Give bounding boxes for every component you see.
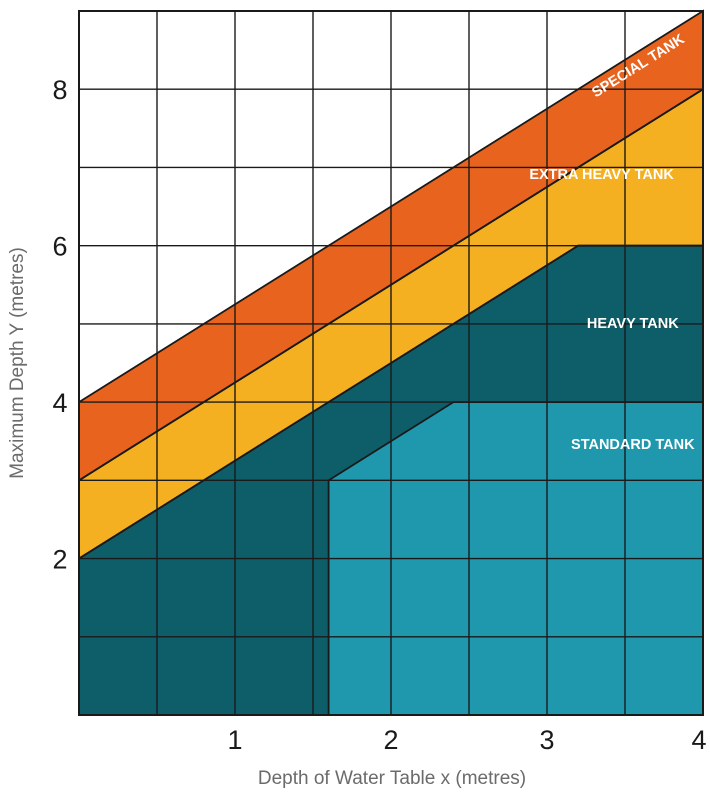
y-tick-label: 4: [52, 388, 67, 418]
chart-gridlines: [79, 11, 703, 715]
y-tick-label: 6: [52, 232, 67, 262]
x-axis-title: Depth of Water Table x (metres): [258, 768, 526, 789]
region-label-standard-tank: STANDARD TANK: [571, 437, 695, 453]
y-tick-label: 2: [52, 545, 67, 575]
x-tick-label: 4: [691, 725, 706, 755]
x-tick-labels: 1 2 3 4: [227, 725, 706, 755]
y-tick-labels: 2 4 6 8: [52, 75, 67, 574]
plot-frame: [78, 10, 704, 716]
x-tick-label: 3: [539, 725, 554, 755]
y-tick-label: 8: [52, 75, 67, 105]
region-label-extra-heavy-tank: EXTRA HEAVY TANK: [529, 167, 674, 183]
x-tick-label: 2: [383, 725, 398, 755]
x-tick-label: 1: [227, 725, 242, 755]
region-label-heavy-tank: HEAVY TANK: [587, 316, 679, 332]
y-axis-title: Maximum Depth Y (metres): [7, 247, 28, 479]
